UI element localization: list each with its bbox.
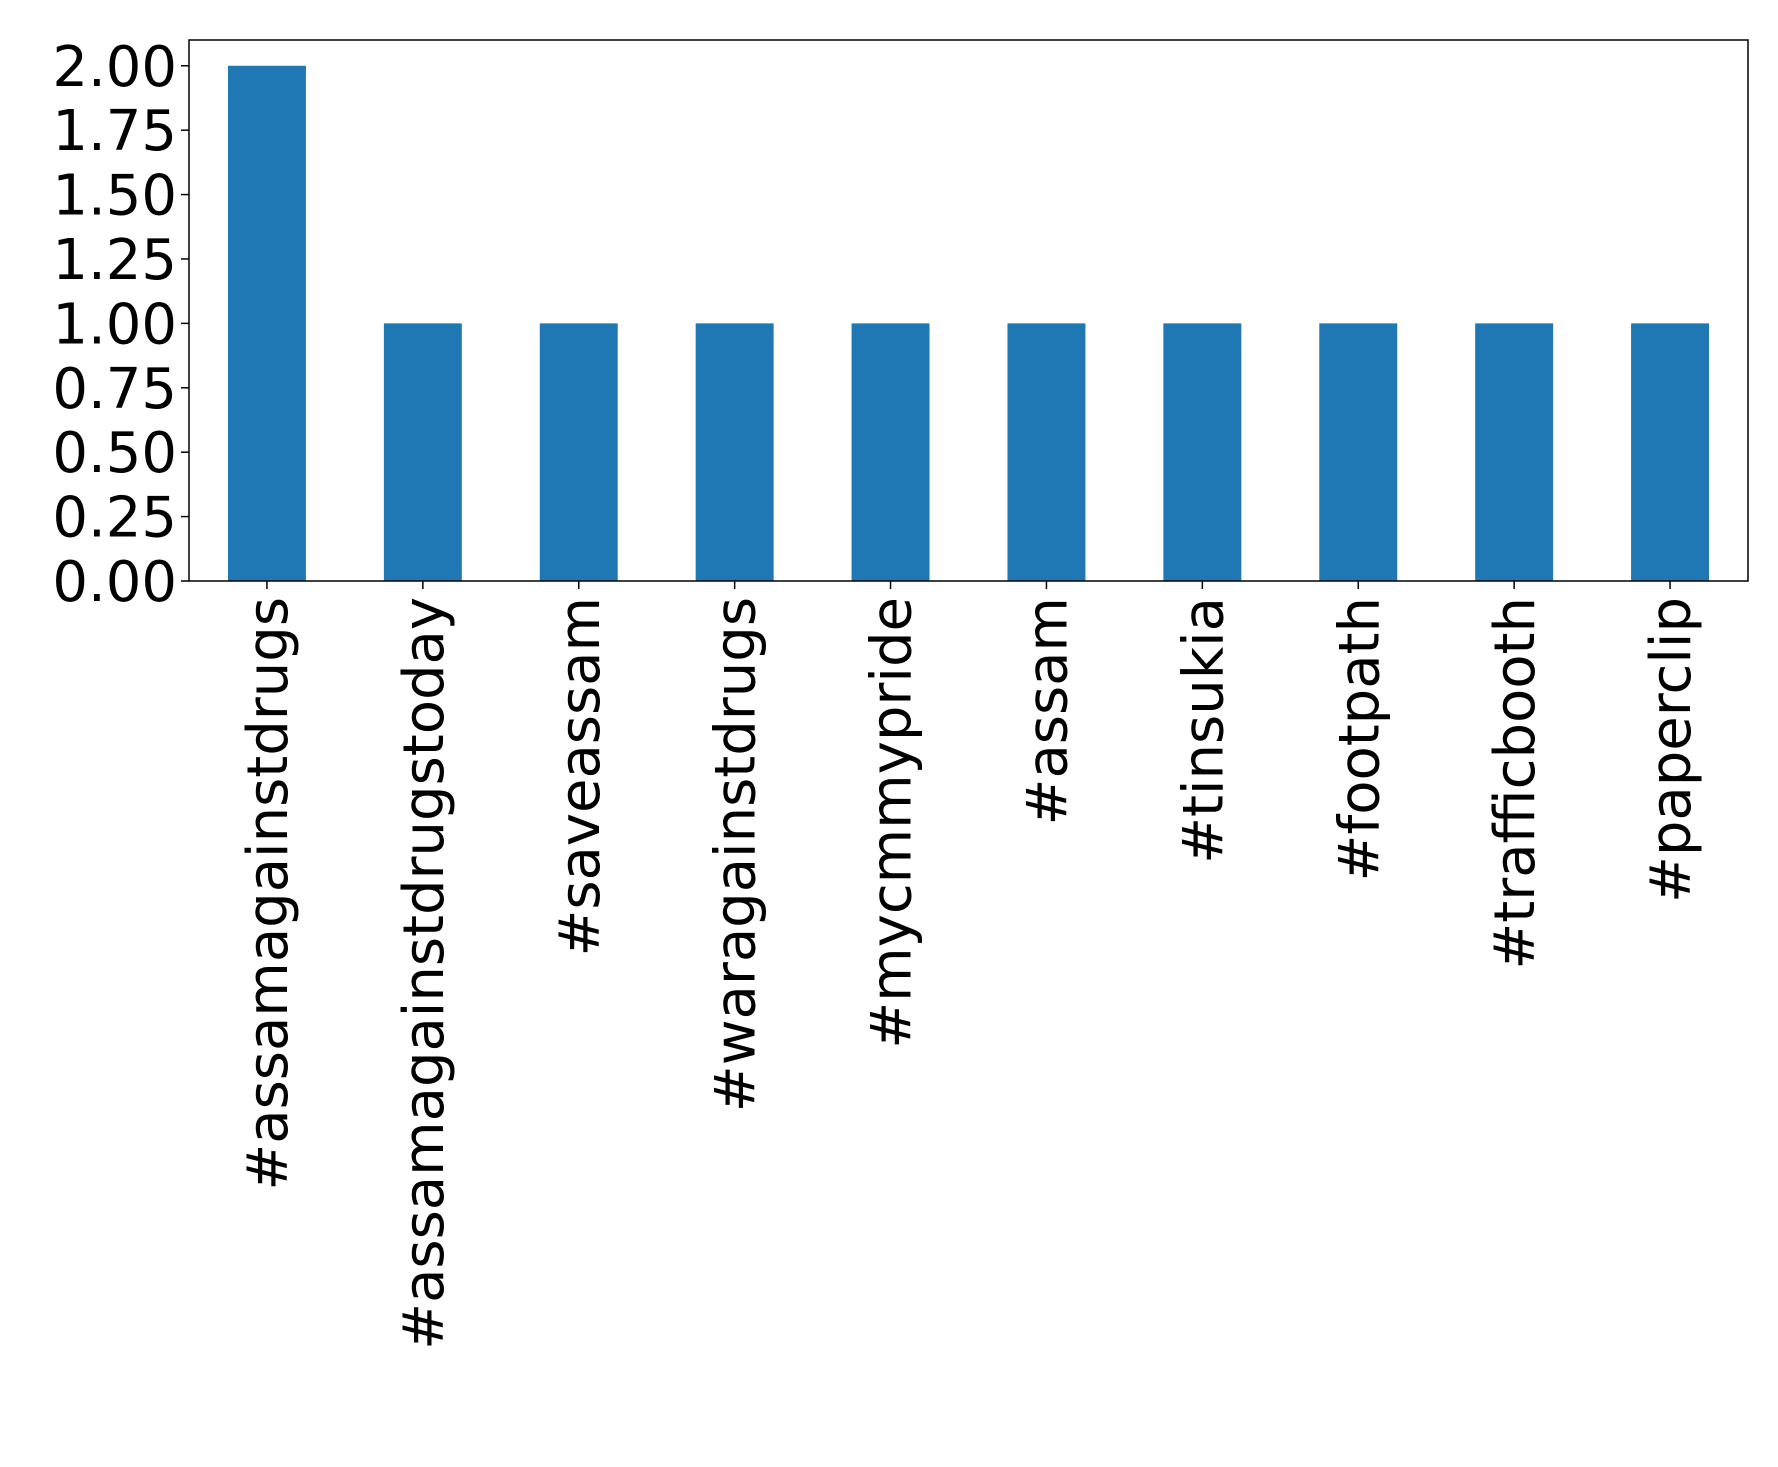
y-tick-label: 0.50 — [52, 421, 177, 486]
y-tick-label: 0.00 — [52, 550, 177, 615]
y-tick-label: 1.25 — [52, 228, 177, 293]
bar — [1163, 323, 1242, 581]
y-tick-label: 1.50 — [52, 164, 177, 229]
x-tick-label: #waragainstdrugs — [704, 597, 769, 1112]
y-tick-label: 1.00 — [52, 292, 177, 357]
x-tick-label: #tinsukia — [1171, 597, 1236, 864]
x-tick-label: #paperclip — [1639, 597, 1704, 903]
y-tick-label: 0.25 — [52, 486, 177, 551]
bar — [1631, 323, 1710, 581]
x-tick-label: #saveassam — [548, 597, 613, 957]
x-tick-label: #assamagainstdrugstoday — [392, 597, 457, 1350]
bar — [1475, 323, 1554, 581]
bar — [539, 323, 618, 581]
bar — [851, 323, 930, 581]
bar — [1007, 323, 1086, 581]
bar — [383, 323, 462, 581]
bar — [1319, 323, 1398, 581]
x-tick-label: #mycmmypride — [860, 597, 925, 1049]
y-tick-label: 2.00 — [52, 35, 177, 100]
x-tick-label: #assamagainstdrugs — [236, 597, 301, 1191]
bar — [227, 65, 306, 581]
y-tick-label: 1.75 — [52, 99, 177, 164]
bar — [695, 323, 774, 581]
x-tick-label: #footpath — [1327, 597, 1392, 881]
x-tick-label: #assam — [1015, 597, 1080, 825]
plot-frame — [188, 39, 1749, 582]
x-tick-label: #trafficbooth — [1483, 597, 1548, 970]
y-tick-label: 0.75 — [52, 357, 177, 422]
